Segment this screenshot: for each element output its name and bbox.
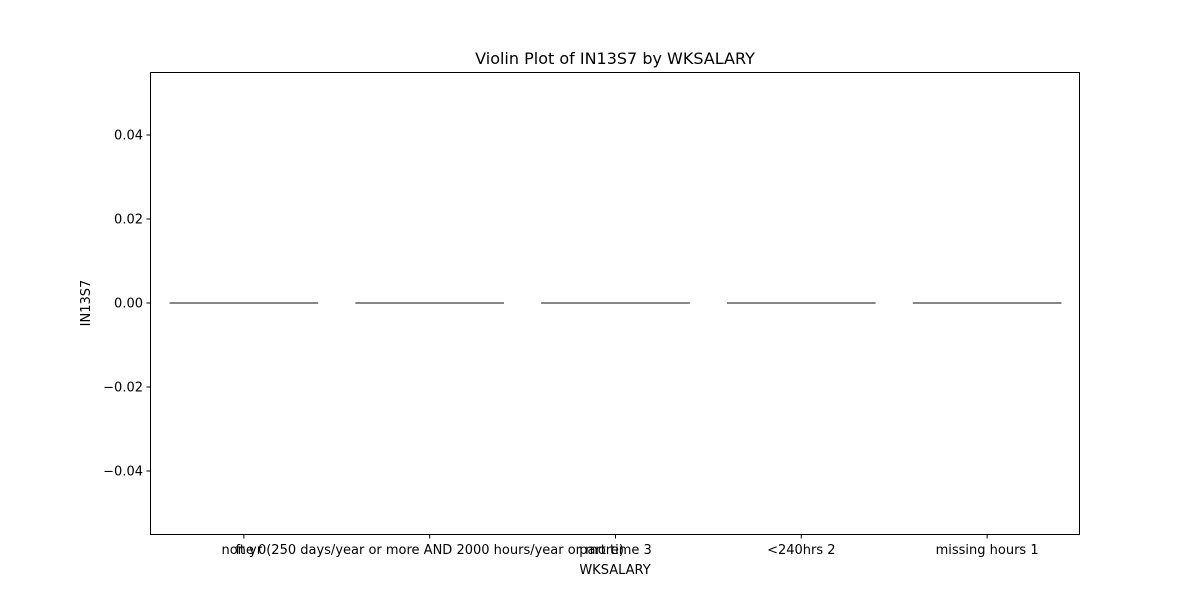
y-tick-label: 0.00 [114,297,143,312]
x-tick-label: part time 3 [579,543,652,558]
x-tick-label: none 0 [221,543,266,558]
y-axis-ticks: −0.04 −0.02 0.00 0.02 0.04 [103,129,151,480]
x-tick-label: ft yr (250 days/year or more AND 2000 ho… [235,543,623,558]
x-axis-label: WKSALARY [579,563,650,578]
y-tick-label: −0.04 [103,465,143,480]
y-tick-label: 0.02 [114,213,143,228]
x-tick-label: missing hours 1 [936,543,1039,558]
x-axis-ticks: none 0ft yr (250 days/year or more AND 2… [221,534,1039,558]
plot-frame [150,72,1080,535]
x-tick-label: <240hrs 2 [767,543,835,558]
y-tick-label: 0.04 [114,129,143,144]
y-axis-label: IN13S7 [79,280,94,327]
chart-title: Violin Plot of IN13S7 by WKSALARY [475,49,755,68]
y-tick-label: −0.02 [103,381,143,396]
